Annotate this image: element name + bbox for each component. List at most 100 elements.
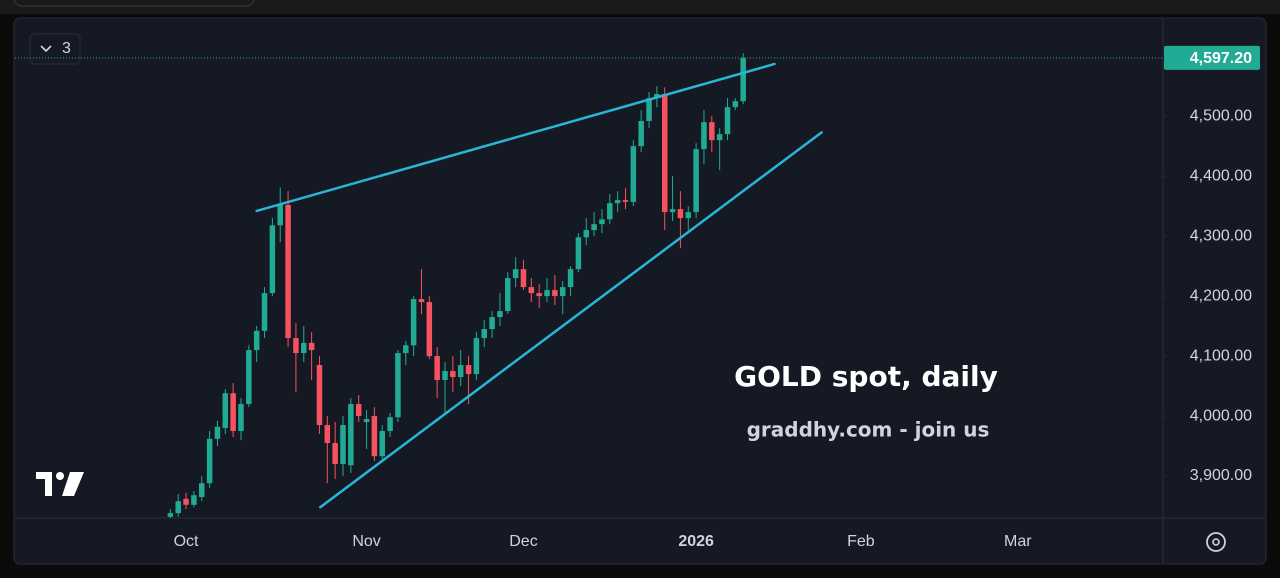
gear-hub <box>1212 538 1220 546</box>
candle-body <box>206 438 213 484</box>
candle <box>379 425 385 462</box>
candle-body <box>669 209 676 213</box>
candle-body <box>230 393 236 432</box>
tv-logo <box>36 472 84 496</box>
candle-body <box>701 122 707 150</box>
y-tick-label: 3,900.00 <box>1190 467 1252 484</box>
candle <box>583 218 589 246</box>
x-tick-label: Feb <box>847 533 875 550</box>
candle <box>324 416 331 484</box>
toolbar <box>0 0 1280 14</box>
candle-body <box>175 501 181 514</box>
candle-body <box>622 200 629 202</box>
candle-body <box>685 212 692 219</box>
settings-button[interactable] <box>1206 532 1226 552</box>
gear-icon[interactable] <box>1206 532 1226 552</box>
candle <box>285 191 291 348</box>
candle-body <box>583 230 589 238</box>
candle-body <box>552 290 558 297</box>
candle <box>552 275 558 306</box>
candle <box>222 389 229 435</box>
candle <box>669 176 676 222</box>
candle <box>238 398 244 441</box>
candle-body <box>630 146 637 202</box>
candle-body <box>481 329 487 339</box>
indicator-box[interactable] <box>29 33 81 65</box>
candle <box>418 269 425 315</box>
candle <box>481 320 487 348</box>
candle-body <box>740 57 746 102</box>
candle-body <box>575 237 582 270</box>
candle <box>630 140 637 207</box>
candle-body <box>269 225 276 294</box>
candle <box>685 206 692 231</box>
annotation-title: GOLD spot, daily <box>734 360 998 393</box>
candle-body <box>379 431 385 457</box>
candle-body <box>607 203 613 220</box>
candle-body <box>301 342 307 354</box>
candle <box>371 407 378 462</box>
candle-body <box>316 365 323 426</box>
candle <box>614 191 621 213</box>
candle <box>277 187 283 243</box>
candle-body <box>199 483 205 498</box>
candle-body <box>222 393 229 429</box>
candle-body <box>324 425 331 444</box>
candle <box>363 410 370 450</box>
candle-body <box>355 404 362 417</box>
candle <box>403 341 409 366</box>
x-tick-label: Oct <box>174 533 199 550</box>
logo-part <box>56 472 64 480</box>
candle-body <box>457 365 464 378</box>
candle <box>316 356 323 435</box>
candle-body <box>191 495 197 505</box>
candle-body <box>277 204 283 226</box>
candle <box>191 491 197 508</box>
candle <box>709 116 715 153</box>
y-tick-label: 4,500.00 <box>1190 107 1252 124</box>
candle-body <box>340 425 346 465</box>
y-tick-label: 4,200.00 <box>1190 287 1252 304</box>
candle-body <box>167 513 174 517</box>
candle-body <box>512 269 519 279</box>
candle-body <box>395 353 401 418</box>
candle-body <box>544 290 550 297</box>
plot-layer: 3,900.00 4,000.00 4,100.00 4,200.00 4,300.00… <box>15 45 1260 550</box>
candle-body <box>183 498 189 505</box>
y-tick-label: 4,000.00 <box>1190 407 1252 424</box>
candle <box>575 233 582 273</box>
logo-part <box>62 472 84 496</box>
candle-body <box>638 120 644 147</box>
candle-body <box>363 419 370 423</box>
candle <box>301 326 307 363</box>
candle <box>348 398 354 474</box>
candle <box>230 383 236 438</box>
candle <box>724 98 731 141</box>
candle-body <box>489 317 495 330</box>
candle <box>693 143 699 219</box>
candle-body <box>238 404 244 432</box>
candle <box>253 326 260 363</box>
indicator-toggle[interactable]: 3 <box>29 33 81 65</box>
candle-body <box>308 342 315 351</box>
candle-body <box>261 293 268 331</box>
candle <box>387 413 393 438</box>
candle-body <box>654 93 660 99</box>
candle <box>473 332 480 381</box>
candle-body <box>465 365 472 375</box>
candle <box>214 420 221 447</box>
candle-body <box>285 204 291 339</box>
y-tick-label: 4,300.00 <box>1190 227 1252 244</box>
candle-body <box>410 299 417 346</box>
candle-body <box>693 149 699 213</box>
indicator-count: 3 <box>62 40 71 57</box>
candle-body <box>591 224 597 231</box>
candle-body <box>709 122 715 141</box>
candle-body <box>724 107 731 135</box>
candle-body <box>473 338 480 375</box>
candle <box>740 53 746 105</box>
x-tick-label: Dec <box>509 533 537 550</box>
candle <box>332 422 338 480</box>
candle-body <box>505 278 511 312</box>
